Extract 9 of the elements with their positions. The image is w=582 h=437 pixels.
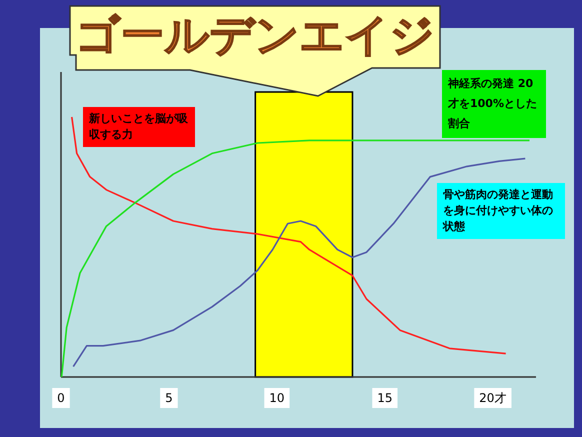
series-label: 新しいことを脳が吸収する力 <box>83 107 195 147</box>
series-label: 神経系の発達 20才を100%とした割合 <box>442 70 546 138</box>
series-label: 骨や筋肉の発達と運動を身に付けやすい体の状態 <box>437 183 565 239</box>
x-tick-label: 15 <box>377 391 393 405</box>
x-tick-label: 20才 <box>479 391 506 405</box>
x-tick-label: 10 <box>269 391 285 405</box>
chart-title: ゴールデンエイジ <box>76 10 434 61</box>
x-tick-label: 0 <box>57 391 65 405</box>
x-tick-label: 5 <box>165 391 173 405</box>
